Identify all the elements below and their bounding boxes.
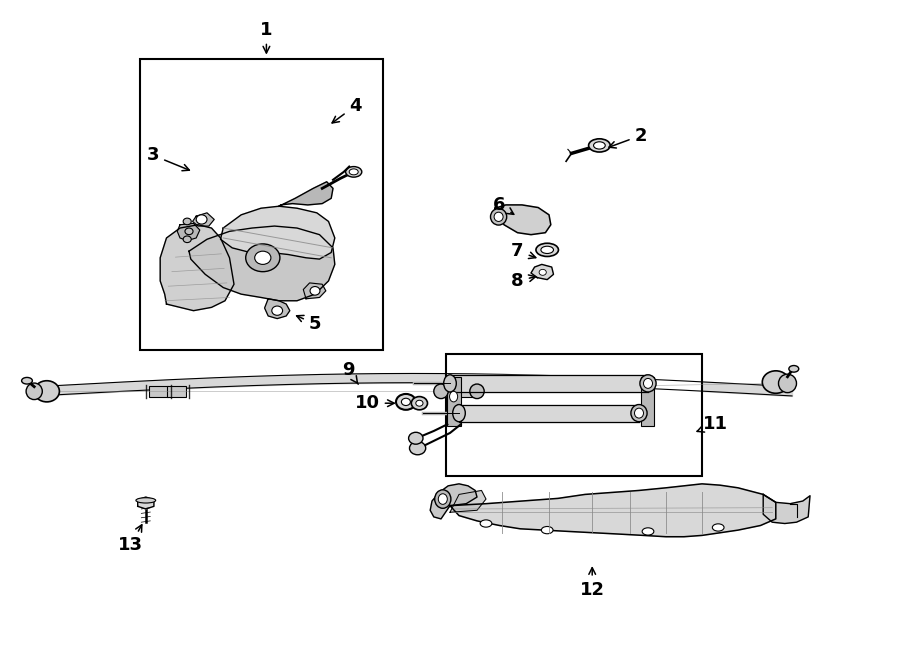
Ellipse shape bbox=[589, 139, 610, 152]
Ellipse shape bbox=[491, 209, 507, 225]
Ellipse shape bbox=[450, 391, 458, 402]
Ellipse shape bbox=[410, 442, 426, 455]
Ellipse shape bbox=[631, 405, 647, 422]
Polygon shape bbox=[177, 223, 200, 241]
Ellipse shape bbox=[762, 371, 789, 393]
Polygon shape bbox=[495, 205, 551, 235]
Ellipse shape bbox=[185, 228, 193, 235]
Polygon shape bbox=[303, 283, 326, 299]
Ellipse shape bbox=[22, 377, 32, 384]
Ellipse shape bbox=[634, 408, 644, 418]
Ellipse shape bbox=[640, 375, 656, 392]
Text: 9: 9 bbox=[342, 361, 358, 384]
Text: 6: 6 bbox=[493, 196, 514, 214]
Ellipse shape bbox=[788, 366, 799, 372]
Ellipse shape bbox=[255, 251, 271, 264]
Ellipse shape bbox=[536, 243, 558, 256]
Text: 3: 3 bbox=[147, 146, 189, 171]
Ellipse shape bbox=[594, 141, 605, 149]
Polygon shape bbox=[430, 484, 477, 519]
Ellipse shape bbox=[644, 378, 652, 388]
Ellipse shape bbox=[349, 169, 358, 175]
Bar bbox=[166, 386, 186, 397]
Polygon shape bbox=[265, 299, 290, 319]
Ellipse shape bbox=[196, 215, 207, 224]
Ellipse shape bbox=[539, 270, 546, 275]
Ellipse shape bbox=[643, 527, 653, 535]
Ellipse shape bbox=[494, 212, 503, 221]
Bar bbox=[446, 354, 702, 476]
Text: 10: 10 bbox=[355, 394, 394, 412]
Ellipse shape bbox=[470, 384, 484, 399]
Ellipse shape bbox=[541, 247, 554, 253]
Bar bbox=[641, 377, 654, 426]
Text: 1: 1 bbox=[260, 20, 273, 53]
Bar bbox=[140, 59, 382, 350]
Ellipse shape bbox=[272, 306, 283, 315]
Ellipse shape bbox=[444, 375, 456, 392]
Text: 13: 13 bbox=[118, 525, 143, 555]
Ellipse shape bbox=[396, 394, 416, 410]
Polygon shape bbox=[279, 182, 333, 206]
Ellipse shape bbox=[541, 526, 553, 534]
Ellipse shape bbox=[246, 244, 280, 272]
Ellipse shape bbox=[435, 490, 451, 508]
Bar bbox=[441, 386, 477, 397]
Ellipse shape bbox=[778, 374, 796, 393]
Text: 2: 2 bbox=[609, 126, 647, 148]
Bar bbox=[447, 377, 461, 426]
Ellipse shape bbox=[409, 432, 423, 444]
Ellipse shape bbox=[26, 383, 42, 399]
Ellipse shape bbox=[416, 400, 423, 406]
Polygon shape bbox=[193, 213, 214, 226]
Bar bbox=[148, 386, 168, 397]
Text: 5: 5 bbox=[297, 315, 321, 333]
Text: 8: 8 bbox=[511, 272, 536, 290]
Polygon shape bbox=[450, 484, 776, 537]
Ellipse shape bbox=[136, 498, 156, 503]
Polygon shape bbox=[220, 206, 335, 259]
Ellipse shape bbox=[401, 398, 410, 405]
Ellipse shape bbox=[481, 520, 492, 527]
Text: 11: 11 bbox=[697, 415, 728, 434]
Polygon shape bbox=[138, 497, 154, 509]
Ellipse shape bbox=[713, 524, 725, 531]
Ellipse shape bbox=[453, 405, 465, 422]
Polygon shape bbox=[450, 490, 486, 512]
Text: 4: 4 bbox=[332, 97, 362, 123]
Ellipse shape bbox=[438, 494, 447, 504]
Ellipse shape bbox=[34, 381, 59, 402]
Ellipse shape bbox=[434, 384, 448, 399]
Polygon shape bbox=[160, 225, 234, 311]
Ellipse shape bbox=[184, 236, 191, 243]
Text: 12: 12 bbox=[580, 568, 605, 599]
Ellipse shape bbox=[346, 167, 362, 177]
Polygon shape bbox=[189, 226, 335, 301]
Ellipse shape bbox=[184, 218, 191, 225]
Polygon shape bbox=[763, 494, 810, 524]
Polygon shape bbox=[531, 264, 554, 280]
Text: 7: 7 bbox=[511, 242, 536, 260]
Ellipse shape bbox=[310, 287, 320, 295]
Ellipse shape bbox=[411, 397, 428, 410]
